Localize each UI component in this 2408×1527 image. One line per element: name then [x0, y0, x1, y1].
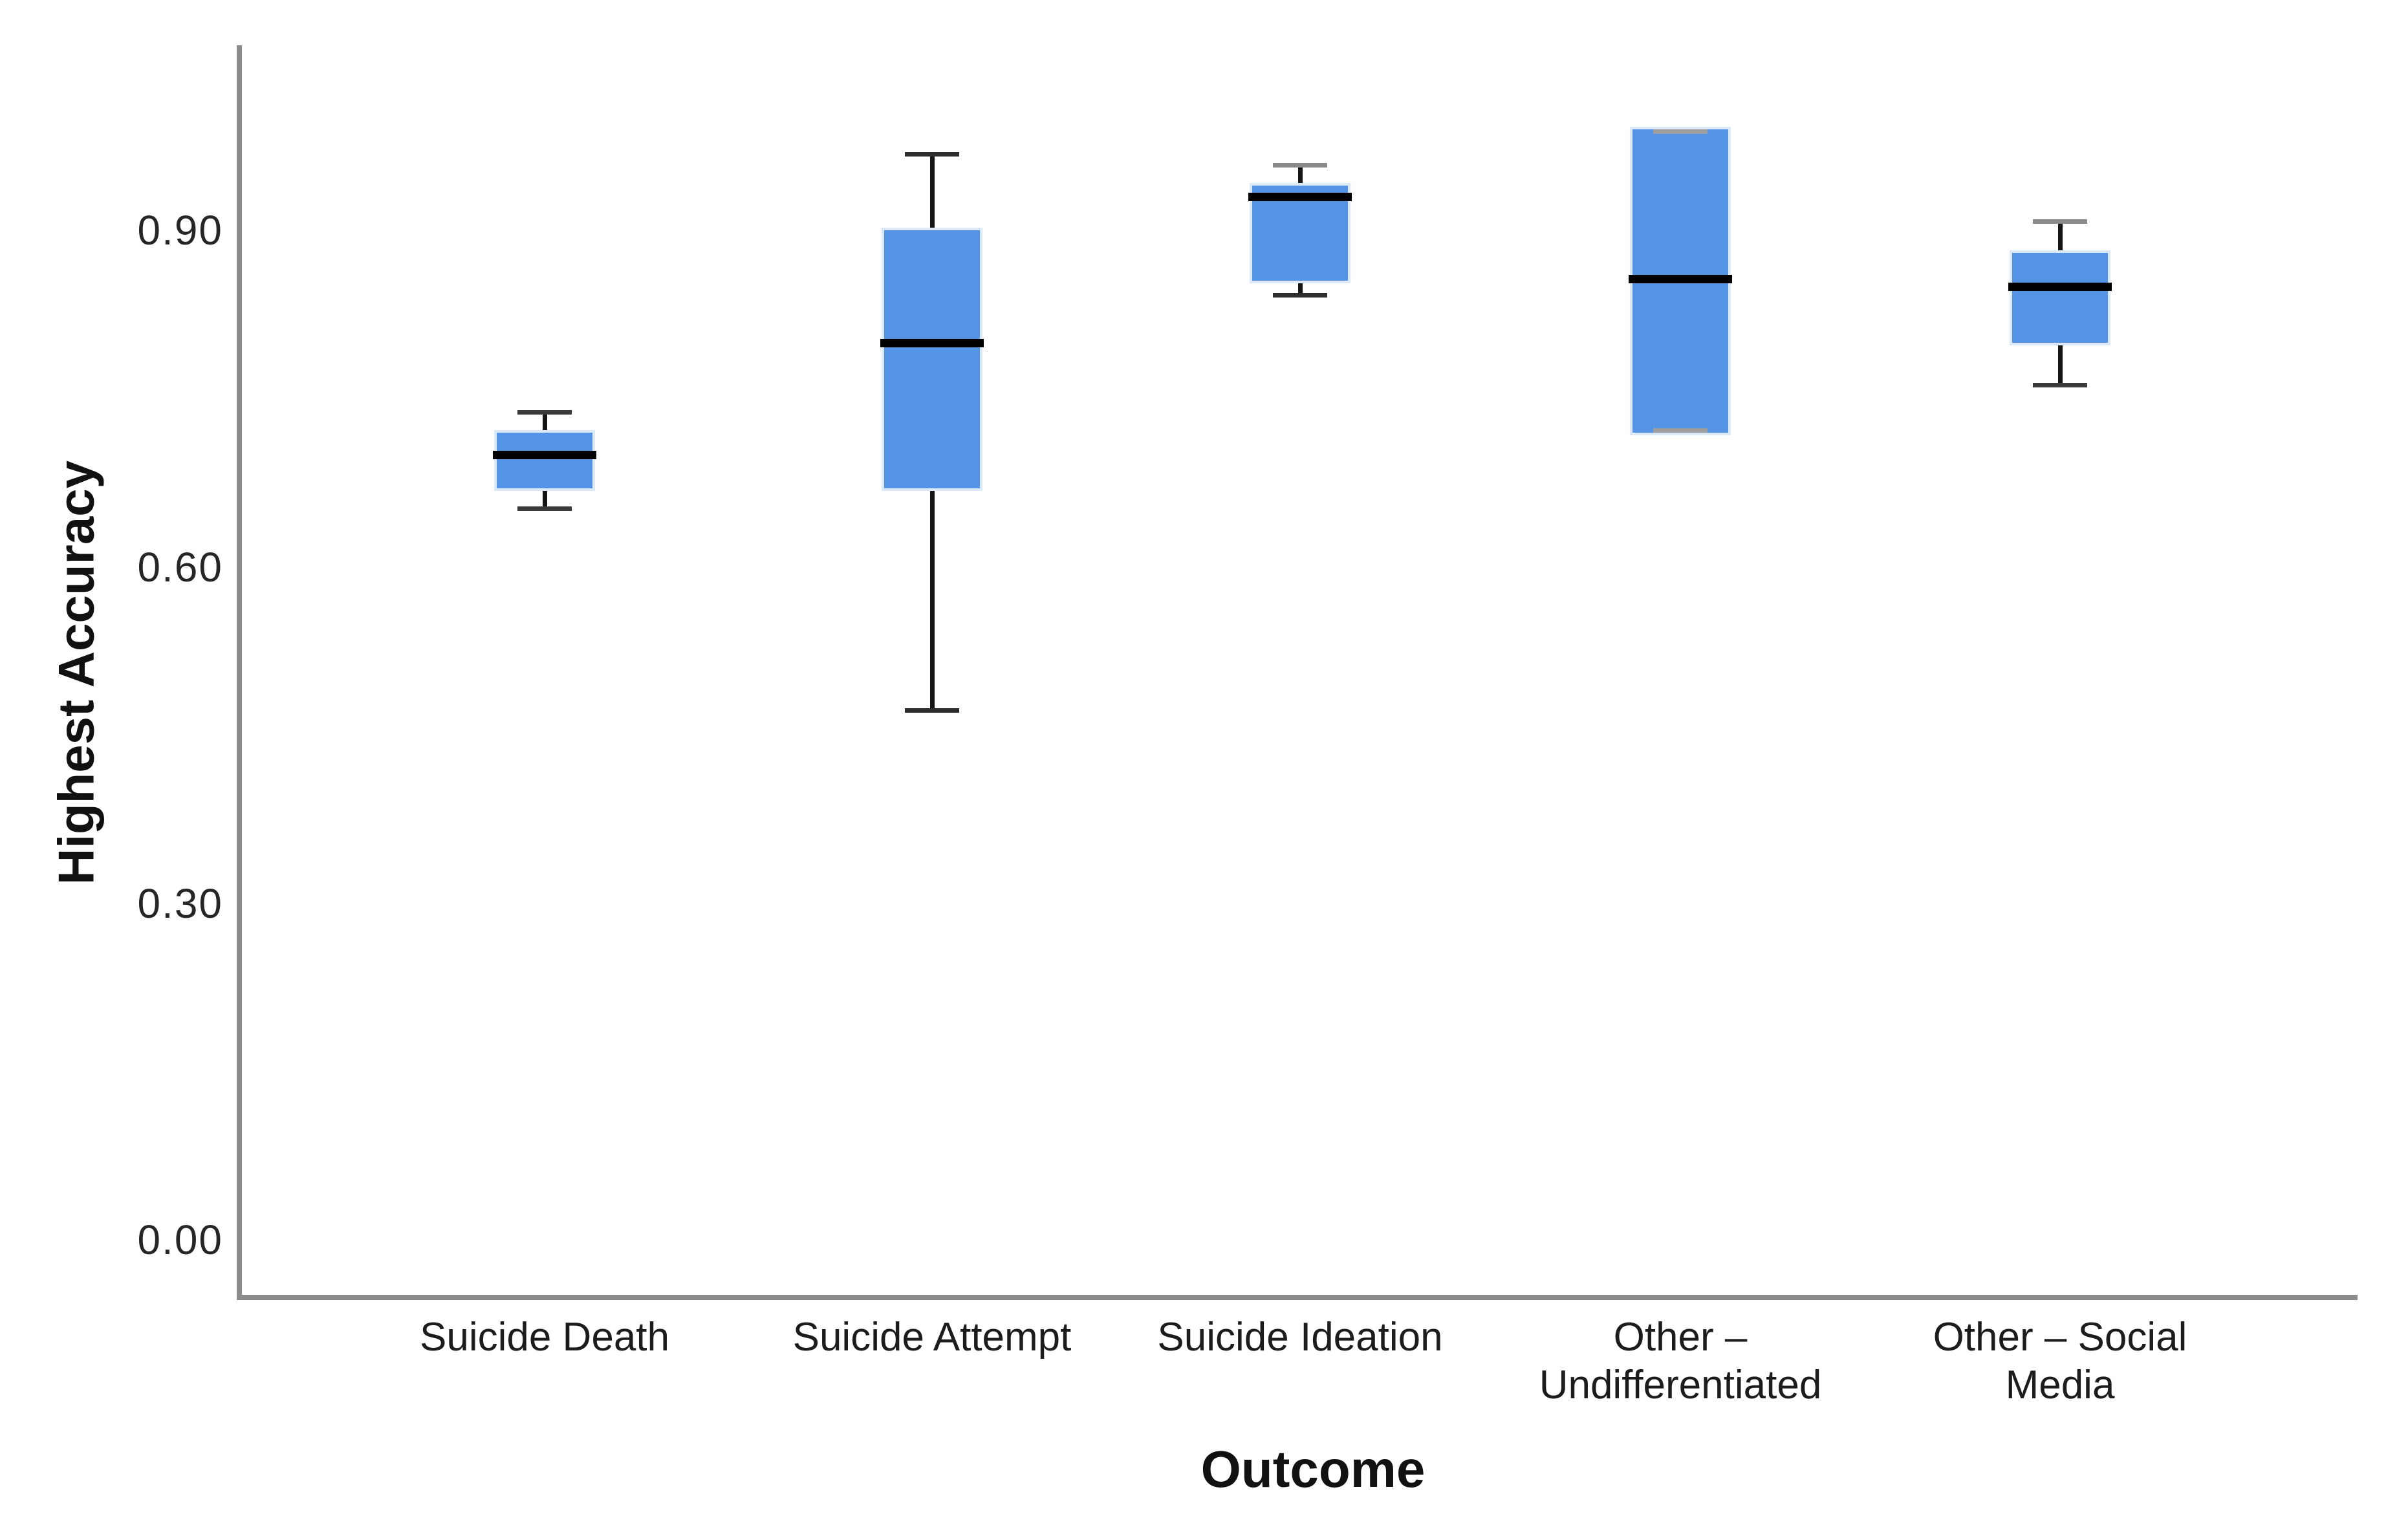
y-tick-label-0.90: 0.90 [137, 207, 223, 254]
iqr-box [2010, 250, 2110, 345]
upper-whisker-cap [1653, 129, 1708, 134]
lower-whisker-stem [2057, 343, 2063, 387]
y-axis-title: Highest Accuracy [47, 460, 105, 885]
x-category-label: Suicide Death [419, 1315, 670, 1359]
median-line [1629, 274, 1732, 283]
x-category-label: Other – Social Media [1933, 1315, 2187, 1407]
lower-whisker-cap [517, 506, 572, 511]
iqr-box [1250, 183, 1350, 283]
x-category-label: Suicide Ideation [1157, 1315, 1443, 1359]
upper-whisker-cap [1273, 163, 1327, 168]
upper-whisker-cap [2033, 219, 2087, 224]
lower-whisker-stem [929, 488, 935, 713]
x-axis-title: Outcome [1200, 1440, 1426, 1498]
lower-whisker-cap [2033, 383, 2087, 387]
x-axis-line [237, 1295, 2358, 1300]
upper-whisker-stem [2057, 219, 2063, 253]
lower-whisker-stem [1297, 281, 1303, 298]
median-line [1248, 192, 1352, 201]
lower-whisker-cap [1653, 428, 1708, 433]
iqr-box [494, 430, 595, 491]
upper-whisker-cap [905, 152, 959, 157]
lower-whisker-cap [905, 708, 959, 713]
upper-whisker-stem [542, 410, 547, 433]
y-tick-label-0.30: 0.30 [137, 880, 223, 927]
y-tick-label-0.00: 0.00 [137, 1217, 223, 1263]
median-line [880, 338, 984, 347]
y-axis-line [237, 45, 242, 1300]
x-category-label: Suicide Attempt [792, 1315, 1072, 1359]
x-category-label: Other – Undifferentiated [1539, 1315, 1822, 1407]
lower-whisker-stem [542, 488, 547, 511]
y-tick-label-0.60: 0.60 [137, 544, 223, 590]
upper-whisker-stem [929, 152, 935, 230]
lower-whisker-cap [1273, 293, 1327, 298]
iqr-box [882, 228, 982, 491]
median-line [493, 450, 596, 459]
upper-whisker-stem [1297, 163, 1303, 186]
upper-whisker-cap [517, 410, 572, 415]
median-line [2008, 282, 2112, 291]
